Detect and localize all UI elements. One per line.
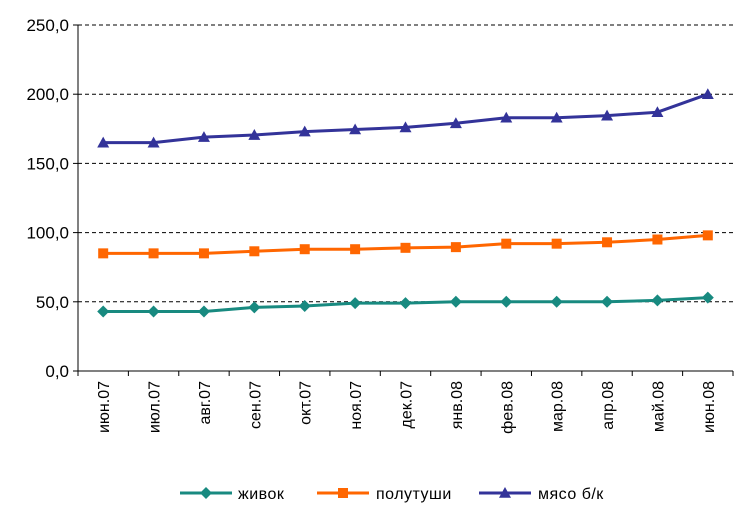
y-tick-label: 150,0 xyxy=(26,154,69,173)
data-point xyxy=(350,244,361,255)
legend-label: мясо б/к xyxy=(538,486,604,503)
x-tick-label: сен.07 xyxy=(247,381,264,429)
data-point xyxy=(601,109,614,121)
x-tick-label: ноя.07 xyxy=(348,381,365,430)
series-line xyxy=(103,92,709,145)
x-tick-label: янв.08 xyxy=(449,381,466,429)
data-point xyxy=(449,295,462,308)
data-point xyxy=(349,123,362,135)
data-point xyxy=(98,248,109,259)
data-point xyxy=(198,248,209,259)
gridlines xyxy=(78,24,733,303)
data-point xyxy=(249,246,260,257)
data-point xyxy=(500,111,513,123)
data-point xyxy=(651,106,664,117)
data-point xyxy=(399,121,412,133)
data-point xyxy=(449,117,462,129)
series-3 xyxy=(97,88,714,148)
x-tick-label: дек.07 xyxy=(399,381,416,429)
y-tick-label: 0,0 xyxy=(45,362,69,381)
data-point xyxy=(550,111,563,123)
y-tick-label: 50,0 xyxy=(36,293,69,312)
x-tick-label: авг.07 xyxy=(197,381,214,425)
data-point xyxy=(197,131,210,142)
data-point xyxy=(602,237,613,248)
series-lines xyxy=(97,88,714,318)
legend-swatch-marker xyxy=(200,487,212,499)
legend-swatch-marker xyxy=(338,488,348,498)
series-1 xyxy=(97,291,714,318)
y-tick-label: 250,0 xyxy=(26,16,69,35)
data-point xyxy=(500,295,513,308)
data-point xyxy=(652,234,663,245)
legend-item: живок xyxy=(180,486,285,503)
x-axis-tick-labels: июн.07 июл.07 авг.07 сен.07 окт.07 ноя.07 дек.… xyxy=(96,381,718,434)
data-point xyxy=(450,242,461,253)
data-point xyxy=(400,242,411,253)
legend-swatch-marker xyxy=(499,487,511,498)
x-tick-label: май.08 xyxy=(650,381,667,432)
x-tick-label: июл.07 xyxy=(147,381,164,433)
data-point xyxy=(550,295,563,308)
x-tick-label: апр.08 xyxy=(600,381,617,430)
legend: живок полутуши мясо б/к xyxy=(180,486,604,503)
legend-label: полутуши xyxy=(376,486,452,503)
data-point xyxy=(298,125,311,137)
data-point xyxy=(97,305,110,318)
x-tick-label: июн.07 xyxy=(96,381,113,433)
x-tick-label: мар.08 xyxy=(550,381,567,432)
data-point xyxy=(701,88,714,99)
series-2 xyxy=(98,230,713,259)
data-point xyxy=(651,294,664,307)
data-point xyxy=(97,136,110,148)
legend-item: мясо б/к xyxy=(479,486,604,503)
y-tick-label: 100,0 xyxy=(26,224,69,243)
data-point xyxy=(501,238,512,249)
data-point xyxy=(551,238,562,249)
data-point xyxy=(349,297,362,310)
data-point xyxy=(148,248,159,259)
data-point xyxy=(248,129,261,140)
data-point xyxy=(701,291,714,304)
data-point xyxy=(298,299,311,312)
data-point xyxy=(147,136,160,148)
legend-label: живок xyxy=(238,486,285,503)
x-tick-label: июн.08 xyxy=(701,381,718,433)
x-tick-label: окт.07 xyxy=(298,381,315,425)
x-tick-label: фев.08 xyxy=(499,381,516,434)
legend-item: полутуши xyxy=(317,486,452,503)
data-point xyxy=(248,301,261,314)
data-point xyxy=(299,244,310,255)
data-point xyxy=(147,305,160,318)
data-point xyxy=(399,297,412,310)
data-point xyxy=(197,305,210,318)
y-axis-tick-labels: 0,0 50,0 100,0 150,0 200,0 250,0 xyxy=(26,16,69,381)
data-point xyxy=(702,230,713,241)
y-tick-label: 200,0 xyxy=(26,85,69,104)
data-point xyxy=(601,295,614,308)
axes xyxy=(73,24,734,376)
